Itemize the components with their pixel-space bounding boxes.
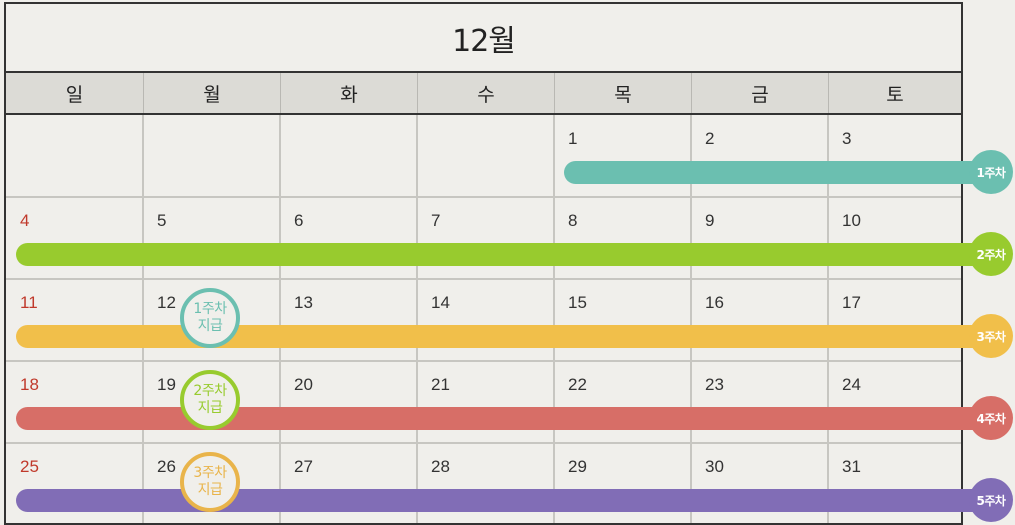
grid-vline: [142, 115, 144, 523]
week-bar-2: [16, 243, 990, 266]
payment-marker: 1주차 지급: [180, 288, 240, 348]
date-cell[interactable]: 5: [157, 211, 167, 230]
weekday-4: 목: [554, 73, 691, 113]
date-cell[interactable]: 27: [294, 457, 313, 476]
grid-vline: [416, 115, 418, 523]
date-cell[interactable]: 9: [705, 211, 715, 230]
grid-hline: [6, 278, 961, 280]
grid-vline: [553, 115, 555, 523]
weekday-0: 일: [65, 83, 84, 106]
payment-marker: 3주차 지급: [180, 452, 240, 512]
date-cell[interactable]: 4: [20, 211, 30, 230]
date-cell[interactable]: 19: [157, 375, 176, 394]
week-bar-4: [16, 407, 990, 430]
weekday-3: 수: [417, 73, 554, 113]
payment-label: 지급: [197, 400, 223, 416]
grid-hline: [6, 442, 961, 444]
weekday-2: 화: [280, 73, 417, 113]
date-cell[interactable]: 8: [568, 211, 578, 230]
date-cell[interactable]: 12: [157, 293, 176, 312]
payment-marker: 2주차 지급: [180, 370, 240, 430]
grid-vline: [827, 115, 829, 523]
date-cell[interactable]: 14: [431, 293, 450, 312]
date-cell[interactable]: 17: [842, 293, 861, 312]
date-cell[interactable]: 6: [294, 211, 304, 230]
date-cell[interactable]: 7: [431, 211, 441, 230]
date-cell[interactable]: 29: [568, 457, 587, 476]
date-cell[interactable]: 1: [568, 129, 578, 148]
date-cell[interactable]: 13: [294, 293, 313, 312]
date-cell[interactable]: 3: [842, 129, 852, 148]
month-title: 12월: [452, 23, 516, 59]
grid-hline: [6, 196, 961, 198]
date-cell[interactable]: 30: [705, 457, 724, 476]
payment-week-label: 2주차: [193, 383, 227, 399]
date-cell[interactable]: 20: [294, 375, 313, 394]
calendar-grid: 1 2 3 4 5 6 7 8 9 10 11 12 13 14 15 16 17 18 19 20 21 22 23 24 2…: [6, 115, 961, 523]
date-cell[interactable]: 28: [431, 457, 450, 476]
week-label-badge: 5주차: [969, 478, 1013, 522]
week-label-badge: 4주차: [969, 396, 1013, 440]
week-label-badge: 1주차: [969, 150, 1013, 194]
payment-week-label: 3주차: [193, 465, 227, 481]
weekday-6: 토: [828, 73, 961, 113]
weekday-1: 월: [143, 73, 280, 113]
weekday-5: 금: [691, 73, 828, 113]
week-label-badge: 3주차: [969, 314, 1013, 358]
date-cell[interactable]: 24: [842, 375, 861, 394]
payment-week-label: 1주차: [193, 301, 227, 317]
date-cell[interactable]: 15: [568, 293, 587, 312]
payment-label: 지급: [197, 318, 223, 334]
date-cell[interactable]: 16: [705, 293, 724, 312]
week-bar-3: [16, 325, 990, 348]
grid-vline: [279, 115, 281, 523]
date-cell[interactable]: 11: [20, 293, 38, 312]
grid-vline: [690, 115, 692, 523]
date-cell[interactable]: 26: [157, 457, 176, 476]
date-cell[interactable]: 21: [431, 375, 450, 394]
date-cell[interactable]: 31: [842, 457, 861, 476]
week-label-badge: 2주차: [969, 232, 1013, 276]
payment-label: 지급: [197, 482, 223, 498]
week-bar-5: [16, 489, 990, 512]
date-cell[interactable]: 2: [705, 129, 715, 148]
week-bar-1: [564, 161, 990, 184]
date-cell[interactable]: 25: [20, 457, 39, 476]
grid-hline: [6, 360, 961, 362]
date-cell[interactable]: 22: [568, 375, 587, 394]
date-cell[interactable]: 10: [842, 211, 861, 230]
date-cell[interactable]: 18: [20, 375, 39, 394]
date-cell[interactable]: 23: [705, 375, 724, 394]
